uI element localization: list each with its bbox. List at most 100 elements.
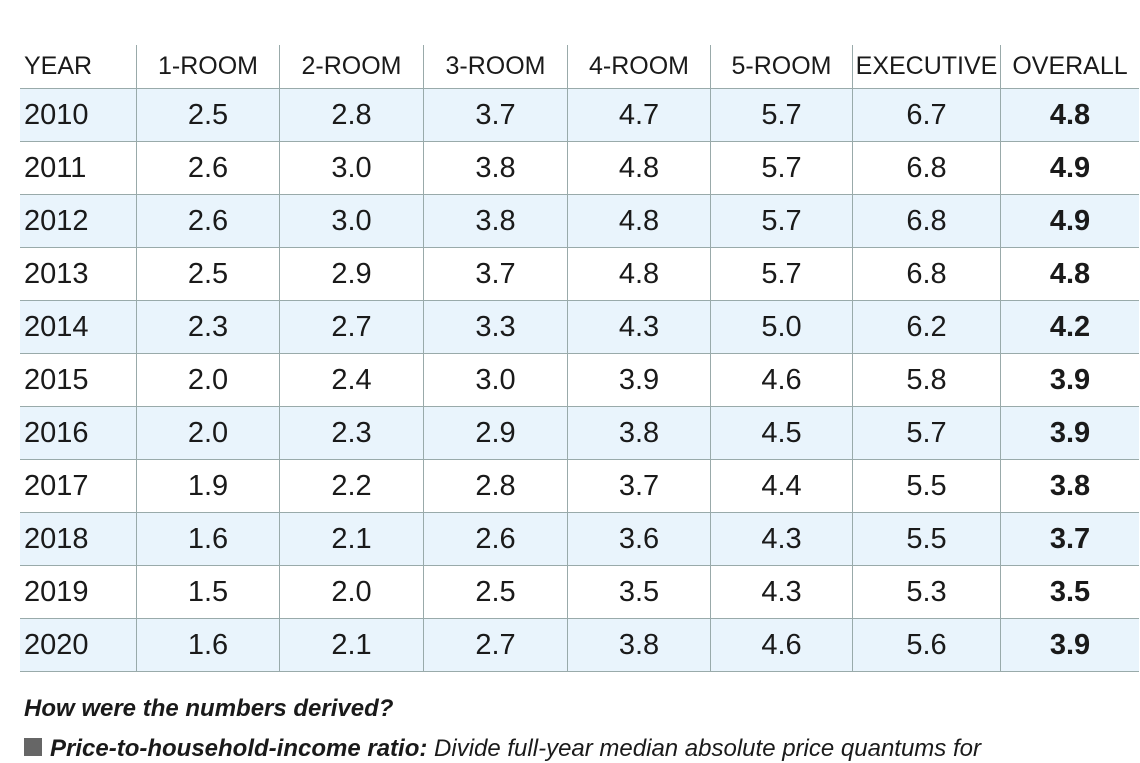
ratio-cell: 3.7 <box>423 247 568 301</box>
year-cell: 2020 <box>20 618 137 672</box>
year-cell: 2018 <box>20 512 137 566</box>
ratio-cell: 3.8 <box>423 141 568 195</box>
ratio-cell: 2.7 <box>279 300 424 354</box>
ratio-cell: 2.0 <box>279 565 424 619</box>
ratio-cell: 5.5 <box>852 512 1001 566</box>
ratio-cell: 5.7 <box>710 247 853 301</box>
year-cell: 2015 <box>20 353 137 407</box>
year-cell: 2011 <box>20 141 137 195</box>
ratio-table: YEAR 1-ROOM 2-ROOM 3-ROOM 4-ROOM 5-ROOM EXECUT… <box>20 45 1139 672</box>
ratio-cell: 4.9 <box>1000 141 1139 195</box>
ratio-cell: 3.9 <box>1000 618 1139 672</box>
notes-heading: How were the numbers derived? <box>24 695 394 722</box>
ratio-cell: 2.3 <box>279 406 424 460</box>
notes: How were the numbers derived? Price-to-h… <box>24 695 981 763</box>
year-cell: 2017 <box>20 459 137 513</box>
ratio-cell: 2.0 <box>136 406 280 460</box>
ratio-cell: 2.9 <box>423 406 568 460</box>
ratio-cell: 2.1 <box>279 618 424 672</box>
ratio-cell: 4.2 <box>1000 300 1139 354</box>
ratio-cell: 5.7 <box>710 141 853 195</box>
ratio-cell: 3.9 <box>567 353 711 407</box>
ratio-cell: 5.7 <box>710 88 853 142</box>
year-cell: 2013 <box>20 247 137 301</box>
table-row: 2017 1.9 2.2 2.8 3.7 4.4 5.5 3.8 <box>20 459 1139 513</box>
column-header: OVERALL <box>1000 45 1139 89</box>
ratio-cell: 2.0 <box>136 353 280 407</box>
ratio-cell: 3.7 <box>423 88 568 142</box>
ratio-cell: 3.0 <box>279 194 424 248</box>
ratio-cell: 6.8 <box>852 194 1001 248</box>
ratio-cell: 6.2 <box>852 300 1001 354</box>
ratio-cell: 3.5 <box>1000 565 1139 619</box>
ratio-cell: 4.5 <box>710 406 853 460</box>
table-row: 2012 2.6 3.0 3.8 4.8 5.7 6.8 4.9 <box>20 194 1139 248</box>
ratio-cell: 6.7 <box>852 88 1001 142</box>
ratio-cell: 3.7 <box>567 459 711 513</box>
ratio-cell: 4.9 <box>1000 194 1139 248</box>
ratio-cell: 1.6 <box>136 512 280 566</box>
ratio-cell: 5.8 <box>852 353 1001 407</box>
ratio-cell: 3.0 <box>423 353 568 407</box>
ratio-cell: 4.8 <box>567 194 711 248</box>
ratio-cell: 3.7 <box>1000 512 1139 566</box>
ratio-cell: 3.8 <box>567 618 711 672</box>
table-row: 2011 2.6 3.0 3.8 4.8 5.7 6.8 4.9 <box>20 141 1139 195</box>
ratio-cell: 2.6 <box>136 141 280 195</box>
ratio-cell: 5.3 <box>852 565 1001 619</box>
ratio-cell: 4.3 <box>710 512 853 566</box>
ratio-cell: 4.3 <box>567 300 711 354</box>
ratio-cell: 3.6 <box>567 512 711 566</box>
ratio-cell: 4.6 <box>710 353 853 407</box>
ratio-cell: 2.6 <box>423 512 568 566</box>
note-term: Price-to-household-income ratio: <box>50 735 428 762</box>
year-cell: 2019 <box>20 565 137 619</box>
table-row: 2020 1.6 2.1 2.7 3.8 4.6 5.6 3.9 <box>20 618 1139 672</box>
ratio-cell: 2.8 <box>423 459 568 513</box>
column-header: 4-ROOM <box>567 45 711 89</box>
ratio-cell: 3.0 <box>279 141 424 195</box>
ratio-cell: 4.8 <box>1000 88 1139 142</box>
column-header: 3-ROOM <box>423 45 568 89</box>
ratio-cell: 4.7 <box>567 88 711 142</box>
column-header: 2-ROOM <box>279 45 424 89</box>
ratio-cell: 2.7 <box>423 618 568 672</box>
table-row: 2014 2.3 2.7 3.3 4.3 5.0 6.2 4.2 <box>20 300 1139 354</box>
column-header: 1-ROOM <box>136 45 280 89</box>
table-row: 2016 2.0 2.3 2.9 3.8 4.5 5.7 3.9 <box>20 406 1139 460</box>
ratio-cell: 3.8 <box>567 406 711 460</box>
ratio-cell: 4.4 <box>710 459 853 513</box>
ratio-cell: 2.9 <box>279 247 424 301</box>
ratio-cell: 3.8 <box>1000 459 1139 513</box>
ratio-cell: 2.8 <box>279 88 424 142</box>
table-header: YEAR 1-ROOM 2-ROOM 3-ROOM 4-ROOM 5-ROOM EXECUT… <box>20 45 1139 89</box>
ratio-cell: 4.6 <box>710 618 853 672</box>
table-row: 2019 1.5 2.0 2.5 3.5 4.3 5.3 3.5 <box>20 565 1139 619</box>
ratio-cell: 2.4 <box>279 353 424 407</box>
table-row: 2013 2.5 2.9 3.7 4.8 5.7 6.8 4.8 <box>20 247 1139 301</box>
year-cell: 2014 <box>20 300 137 354</box>
ratio-cell: 2.5 <box>136 88 280 142</box>
ratio-cell: 5.7 <box>852 406 1001 460</box>
ratio-cell: 6.8 <box>852 141 1001 195</box>
ratio-cell: 5.7 <box>710 194 853 248</box>
ratio-cell: 2.1 <box>279 512 424 566</box>
ratio-cell: 2.5 <box>423 565 568 619</box>
column-header: EXECUTIVE <box>852 45 1001 89</box>
ratio-cell: 2.3 <box>136 300 280 354</box>
ratio-cell: 6.8 <box>852 247 1001 301</box>
ratio-cell: 3.9 <box>1000 406 1139 460</box>
table-row: 2018 1.6 2.1 2.6 3.6 4.3 5.5 3.7 <box>20 512 1139 566</box>
ratio-cell: 4.8 <box>567 141 711 195</box>
ratio-cell: 3.3 <box>423 300 568 354</box>
year-cell: 2016 <box>20 406 137 460</box>
ratio-cell: 3.8 <box>423 194 568 248</box>
ratio-cell: 2.5 <box>136 247 280 301</box>
ratio-cell: 1.9 <box>136 459 280 513</box>
ratio-cell: 5.5 <box>852 459 1001 513</box>
table-row: 2015 2.0 2.4 3.0 3.9 4.6 5.8 3.9 <box>20 353 1139 407</box>
ratio-cell: 1.6 <box>136 618 280 672</box>
ratio-cell: 1.5 <box>136 565 280 619</box>
note-item: Price-to-household-income ratio: Divide … <box>24 735 981 763</box>
